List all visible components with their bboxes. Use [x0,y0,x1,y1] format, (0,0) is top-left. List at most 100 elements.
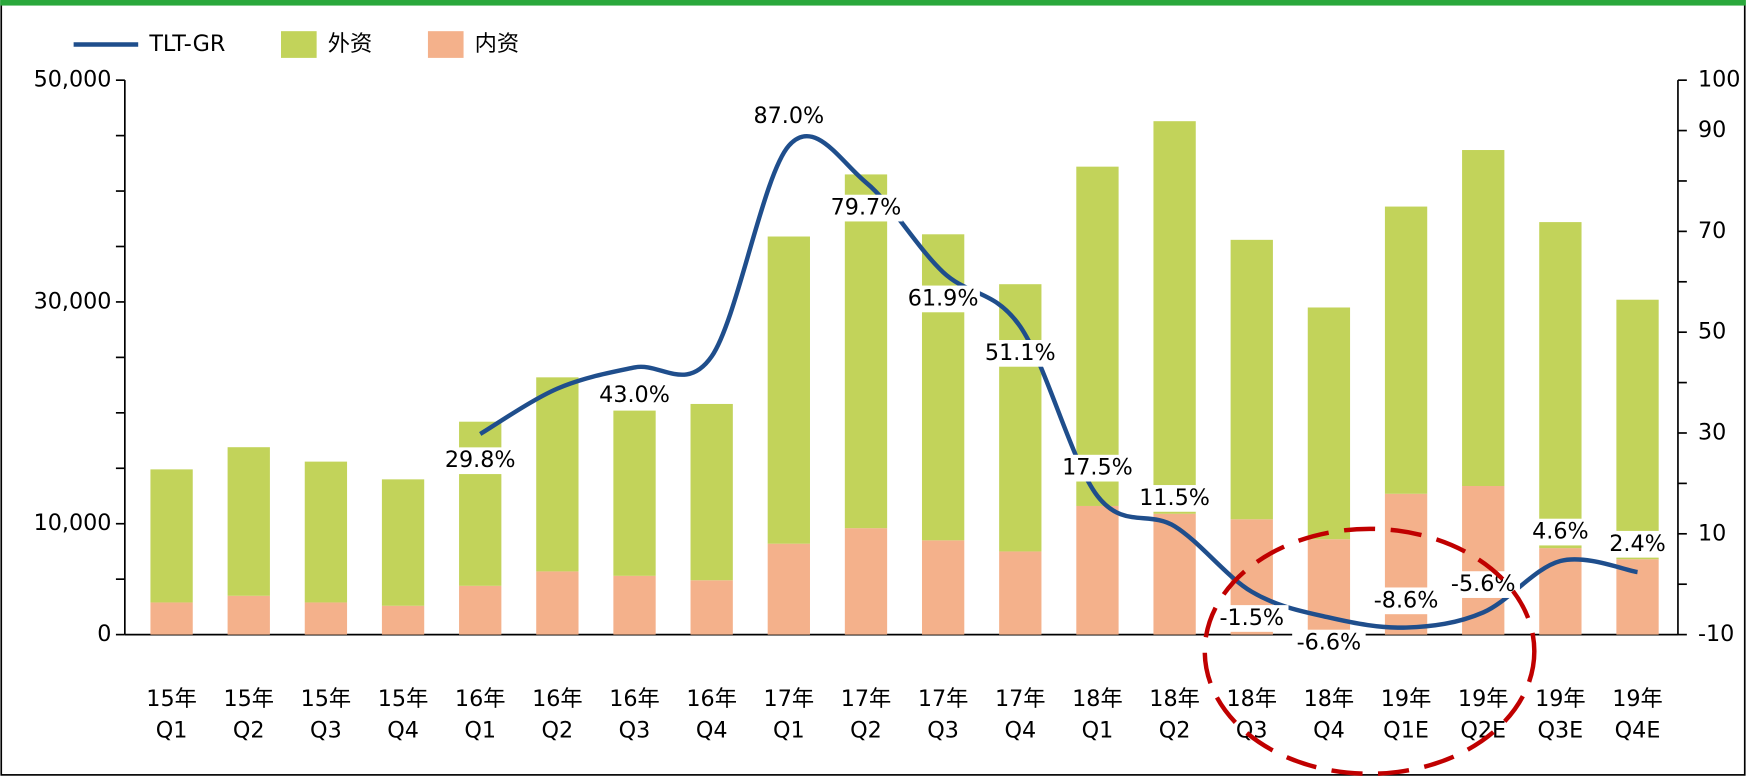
x-tick-label: 15年 Q2 [223,686,274,743]
bar [690,580,733,635]
data-label: 43.0% [599,382,670,408]
bar [1230,239,1273,520]
bar [767,543,810,635]
data-label-bg [1215,605,1289,632]
x-tick-label: 16年 Q3 [609,686,660,743]
data-label-bg [752,103,826,131]
data-label: 17.5% [1062,455,1133,481]
y2-tick-label: 70 [1698,218,1726,244]
x-tick-label: 19年 Q3E [1535,686,1586,743]
x-tick-label: 16年 Q4 [686,686,737,743]
legend-swatch [427,31,464,58]
x-tick-label: 17年 Q1 [764,686,815,743]
y-tick-label: 50,000 [34,67,112,93]
data-label: 79.7% [831,195,902,221]
bar [381,479,425,606]
bar [1307,307,1351,540]
bar [1153,513,1196,635]
data-label-bg [1446,571,1520,598]
x-tick-label: 15年 Q1 [146,686,197,743]
bar [613,575,656,635]
y2-tick-label: -10 [1698,621,1734,647]
bar [1384,206,1428,494]
data-label: 11.5% [1139,485,1210,511]
data-label: -1.5% [1219,605,1284,631]
bar [536,377,579,572]
bar [844,174,888,529]
bar [536,571,579,635]
x-tick-label: 19年 Q1E [1381,686,1432,743]
data-label-bg [1292,629,1366,657]
data-label-bg [1369,587,1443,615]
data-label-bg [983,339,1058,367]
x-tick-label: 17年 Q2 [841,686,892,743]
data-label: -5.6% [1451,571,1516,597]
data-label-bg [1137,485,1212,512]
plot: 0 10,000 30,000 50,000 -10 10 30 50 70 90 100 15年 Q1… [34,31,1741,743]
bar [1153,121,1196,514]
bar [1076,166,1119,506]
bar [921,540,965,635]
x-tick-label: 16年 Q1 [455,686,506,743]
y2-tick-label: 30 [1698,419,1726,445]
x-tick-label: 18年 Q3 [1226,686,1277,743]
top-border [0,0,1746,6]
data-label-bg [1060,454,1135,482]
y-tick-label: 0 [97,621,111,647]
x-tick-label: 18年 Q2 [1149,686,1200,743]
data-label-bg [829,194,903,222]
data-label: 2.4% [1609,531,1666,557]
x-tick-label: 18年 Q4 [1304,686,1355,743]
x-tick-label: 16年 Q2 [532,686,583,743]
bar [613,410,656,576]
data-label: -8.6% [1374,587,1439,613]
y-tick-label: 30,000 [34,288,112,314]
data-label-bg [1523,518,1598,546]
bar [1616,299,1659,560]
bar [921,234,965,541]
bar [844,528,888,635]
data-label: 4.6% [1532,519,1589,545]
bar [459,585,502,635]
data-label: 87.0% [753,103,824,129]
legend-label: 内资 [475,31,520,57]
y2-tick-label: 100 [1698,67,1740,93]
bar [1076,505,1119,635]
data-label: 51.1% [985,340,1056,366]
x-tick-label: 15年 Q4 [378,686,429,743]
bar [1539,222,1582,549]
data-label: 61.9% [908,285,979,311]
bar [150,469,193,603]
bar [767,236,810,544]
legend-label: TLT-GR [148,31,225,57]
legend-label: 外资 [328,31,373,57]
y2-tick-label: 50 [1698,319,1726,345]
bar [304,602,348,635]
data-label-bg [1600,530,1675,558]
x-tick-label: 17年 Q3 [918,686,969,743]
y2-tick-label: 90 [1698,117,1726,143]
bar [227,595,270,635]
x-tick-label: 19年 Q4E [1612,686,1663,743]
legend-swatch [281,31,317,58]
bar [999,551,1042,635]
y2-tick-label: 10 [1698,520,1726,546]
bar [1462,150,1505,487]
data-label: -6.6% [1297,630,1362,656]
data-label-bg [443,447,517,475]
x-tick-label: 15年 Q3 [301,686,352,743]
data-label-bg [597,381,672,409]
bar [227,447,270,596]
bar [150,602,193,635]
highlight-ellipse [1202,526,1537,776]
x-tick-label: 18年 Q1 [1072,686,1123,743]
bar [304,461,348,603]
x-tick-label: 17年 Q4 [995,686,1046,743]
data-label: 29.8% [445,447,516,473]
data-label-bg [906,285,980,313]
bar [690,403,733,581]
y-tick-label: 10,000 [34,510,112,536]
bar [381,605,425,635]
